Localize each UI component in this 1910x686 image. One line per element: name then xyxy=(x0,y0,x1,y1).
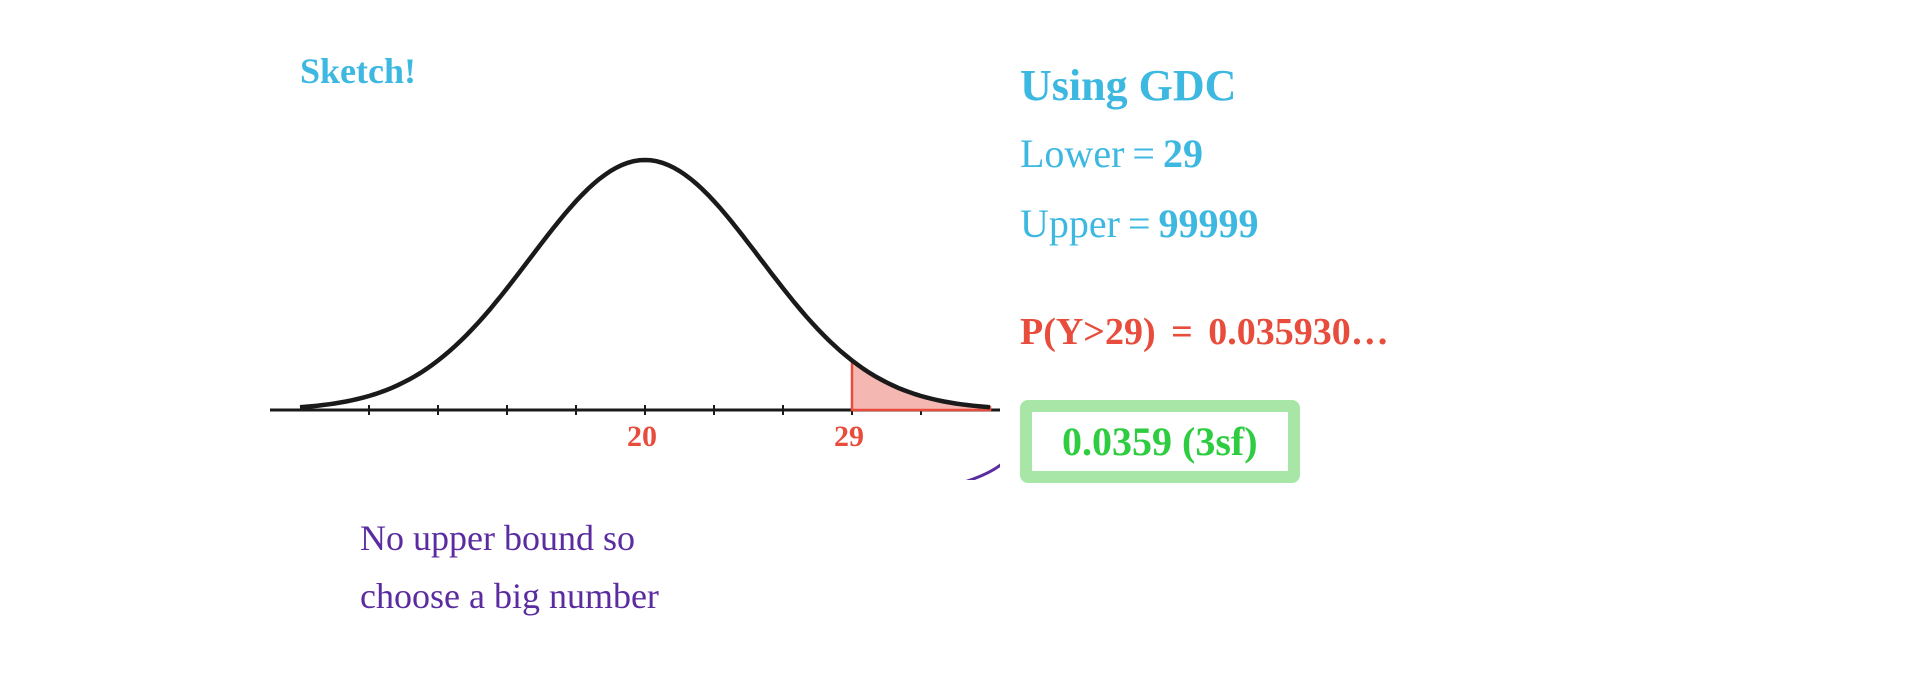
axis-label-mean: 20 xyxy=(627,420,657,454)
shaded-region xyxy=(852,361,990,411)
answer-box: 0.0359 (3sf) xyxy=(1020,400,1300,483)
gdc-upper-value: 99999 xyxy=(1159,200,1259,247)
probability-expression: P(Y>29) = 0.035930… xyxy=(1020,310,1389,354)
gdc-lower-value: 29 xyxy=(1163,130,1203,177)
gdc-upper: Upper = 99999 xyxy=(1020,200,1259,247)
note-arrow xyxy=(780,422,1000,480)
gdc-lower-label: Lower xyxy=(1020,130,1124,177)
axis-label-threshold: 29 xyxy=(834,420,864,454)
note-line-1: No upper bound so xyxy=(360,510,659,568)
prob-eq: = xyxy=(1171,311,1193,353)
gdc-upper-eq: = xyxy=(1128,200,1151,247)
gdc-upper-label: Upper xyxy=(1020,200,1120,247)
note-line-2: choose a big number xyxy=(360,568,659,626)
prob-lhs: P(Y>29) xyxy=(1020,311,1156,353)
note-text: No upper bound so choose a big number xyxy=(360,510,659,625)
normal-dist-chart xyxy=(100,60,1000,480)
prob-value: 0.035930… xyxy=(1208,311,1389,353)
gdc-title: Using GDC xyxy=(1020,60,1236,111)
bell-curve xyxy=(300,160,990,407)
gdc-lower: Lower = 29 xyxy=(1020,130,1203,177)
gdc-lower-eq: = xyxy=(1132,130,1155,177)
